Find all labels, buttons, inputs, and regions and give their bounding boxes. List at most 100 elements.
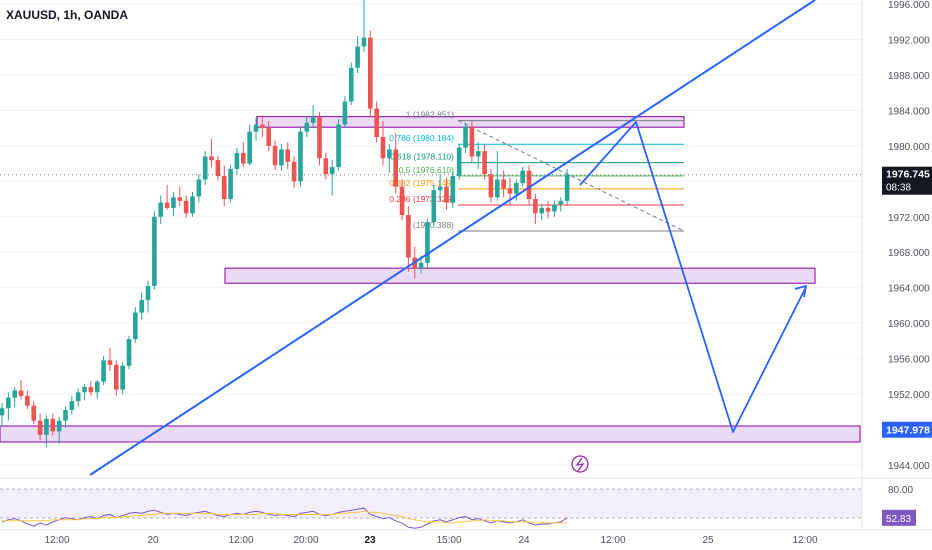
candle-body: [158, 202, 164, 217]
price-tick: 1956.000: [888, 355, 930, 366]
candle: [539, 204, 545, 221]
candle: [82, 384, 87, 401]
candle-body: [291, 161, 297, 182]
candle: [18, 379, 24, 400]
candle-body: [177, 197, 183, 201]
candle: [393, 133, 398, 194]
candle-body: [545, 207, 551, 212]
candle: [285, 142, 291, 169]
candle-body: [374, 108, 379, 137]
candle: [190, 191, 195, 217]
candle-body: [444, 186, 449, 203]
rsi-current-tag: [882, 509, 916, 526]
candle-body: [241, 152, 246, 164]
candle: [56, 417, 62, 444]
candle-body: [145, 285, 151, 301]
candle-body: [114, 364, 119, 390]
candle-body: [564, 174, 570, 201]
candle: [514, 179, 519, 201]
candle: [69, 395, 75, 415]
candle: [488, 168, 494, 203]
candle-body: [101, 360, 106, 382]
candle-body: [463, 126, 468, 148]
candle: [304, 115, 310, 137]
candle: [310, 105, 316, 129]
candle: [348, 62, 354, 106]
candle: [342, 96, 348, 129]
price-tick: 1988.000: [888, 71, 930, 82]
rsi-tick-upper: 80.00: [888, 485, 913, 496]
candle: [209, 138, 214, 168]
candle: [107, 347, 113, 372]
candle-body: [18, 390, 24, 396]
price-tick: 1992.000: [888, 35, 930, 46]
candle-body: [437, 186, 443, 191]
candle: [361, 0, 367, 52]
candle: [145, 280, 151, 313]
mid-support-zone[interactable]: [224, 267, 816, 284]
candle-body: [215, 160, 221, 176]
candle: [368, 30, 373, 118]
price-tick: 1960.000: [888, 319, 930, 330]
price-tick: 1964.000: [888, 284, 930, 295]
lightning-icon[interactable]: [571, 455, 589, 473]
candle-body: [0, 408, 5, 416]
candle: [425, 218, 430, 269]
candle: [272, 140, 278, 170]
candle: [37, 413, 43, 441]
candle: [234, 147, 240, 175]
fib-label-0.618: 0.618 (1978.110): [390, 152, 454, 162]
candle: [247, 124, 252, 166]
candle: [380, 121, 386, 166]
candle-body: [456, 147, 462, 176]
candle-body: [266, 128, 271, 146]
candle-body: [31, 405, 37, 421]
candle-body: [450, 175, 456, 203]
candle: [12, 386, 17, 408]
candle-body: [133, 312, 138, 340]
candle: [158, 195, 164, 224]
candle-body: [406, 214, 411, 258]
price-tick: 1984.000: [888, 106, 930, 117]
time-tick: 25: [702, 535, 714, 546]
candle: [526, 165, 532, 205]
candle-body: [228, 168, 233, 200]
candle: [463, 122, 468, 153]
candle: [329, 160, 335, 196]
candle-body: [272, 145, 278, 166]
fib-label-0: 0 (1970.388): [406, 220, 454, 230]
candle-body: [342, 101, 348, 125]
time-tick: 23: [364, 535, 376, 546]
candle: [374, 101, 379, 143]
candle-body: [279, 149, 284, 166]
candle-body: [317, 117, 322, 159]
rsi-pane: [0, 477, 932, 529]
candle: [437, 174, 443, 201]
candle-body: [361, 37, 367, 47]
ascending-trendline[interactable]: [89, 0, 816, 476]
fib-label-1: 1 (1982.851): [406, 110, 454, 120]
candle: [196, 174, 202, 203]
candle-body: [164, 202, 170, 208]
zone-price-label: 1947.978: [886, 425, 930, 437]
candle: [291, 156, 297, 189]
candle-body: [260, 124, 265, 129]
price-gridlines: [0, 3, 862, 466]
candle-body: [526, 170, 532, 200]
symbol-title[interactable]: XAUUSD, 1h, OANDA: [6, 8, 129, 22]
candle-body: [552, 204, 557, 212]
low-support-zone[interactable]: [0, 425, 861, 443]
price-tick: 1968.000: [888, 248, 930, 259]
candle: [152, 211, 157, 290]
candle: [260, 115, 265, 137]
candle: [545, 200, 551, 219]
candle-body: [88, 386, 94, 393]
candle: [101, 355, 106, 386]
projection-path[interactable]: [579, 121, 807, 433]
candle: [564, 168, 570, 205]
candle-body: [126, 339, 132, 366]
candle-body: [355, 46, 360, 68]
candle: [126, 335, 132, 370]
candle-body: [139, 300, 144, 313]
